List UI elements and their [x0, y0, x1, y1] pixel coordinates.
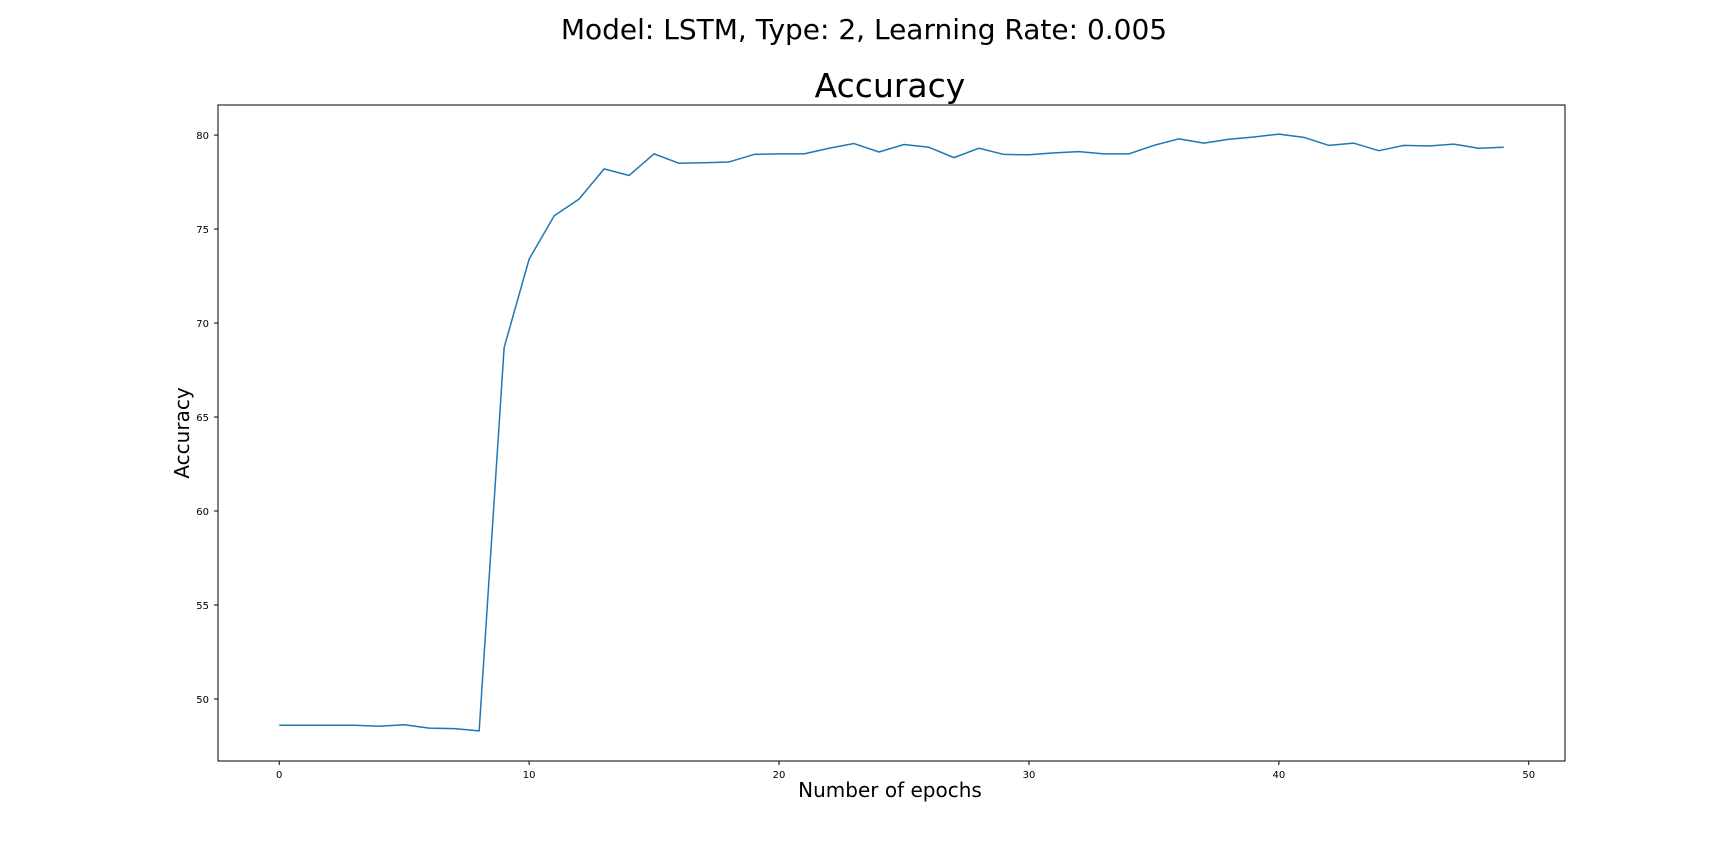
x-axis-label: Number of epochs: [798, 778, 982, 802]
y-tick-label: 75: [196, 225, 209, 236]
x-tick-label: 30: [1023, 770, 1036, 781]
x-tick-label: 0: [276, 770, 282, 781]
y-tick-label: 55: [196, 601, 209, 612]
y-tick-label: 50: [196, 695, 209, 706]
accuracy-series-line: [279, 133, 1504, 732]
series-layer: [279, 133, 1504, 732]
x-tick-label: 40: [1272, 770, 1285, 781]
y-axis-ticks: 50 55 60 65 70 75 80: [196, 131, 218, 706]
y-tick-label: 70: [196, 319, 209, 330]
x-tick-label: 50: [1522, 770, 1535, 781]
plot-area: [217, 104, 1566, 762]
x-tick-label: 10: [523, 770, 536, 781]
x-tick-label: 20: [773, 770, 786, 781]
y-tick-label: 60: [196, 507, 209, 518]
y-axis-label: Accuracy: [170, 387, 194, 478]
chart-title: Accuracy: [815, 66, 966, 105]
x-axis-ticks: 0 10 20 30 40 50: [276, 761, 1535, 781]
y-tick-label: 80: [196, 131, 209, 142]
y-tick-label: 65: [196, 413, 209, 424]
figure-suptitle: Model: LSTM, Type: 2, Learning Rate: 0.0…: [561, 13, 1167, 46]
